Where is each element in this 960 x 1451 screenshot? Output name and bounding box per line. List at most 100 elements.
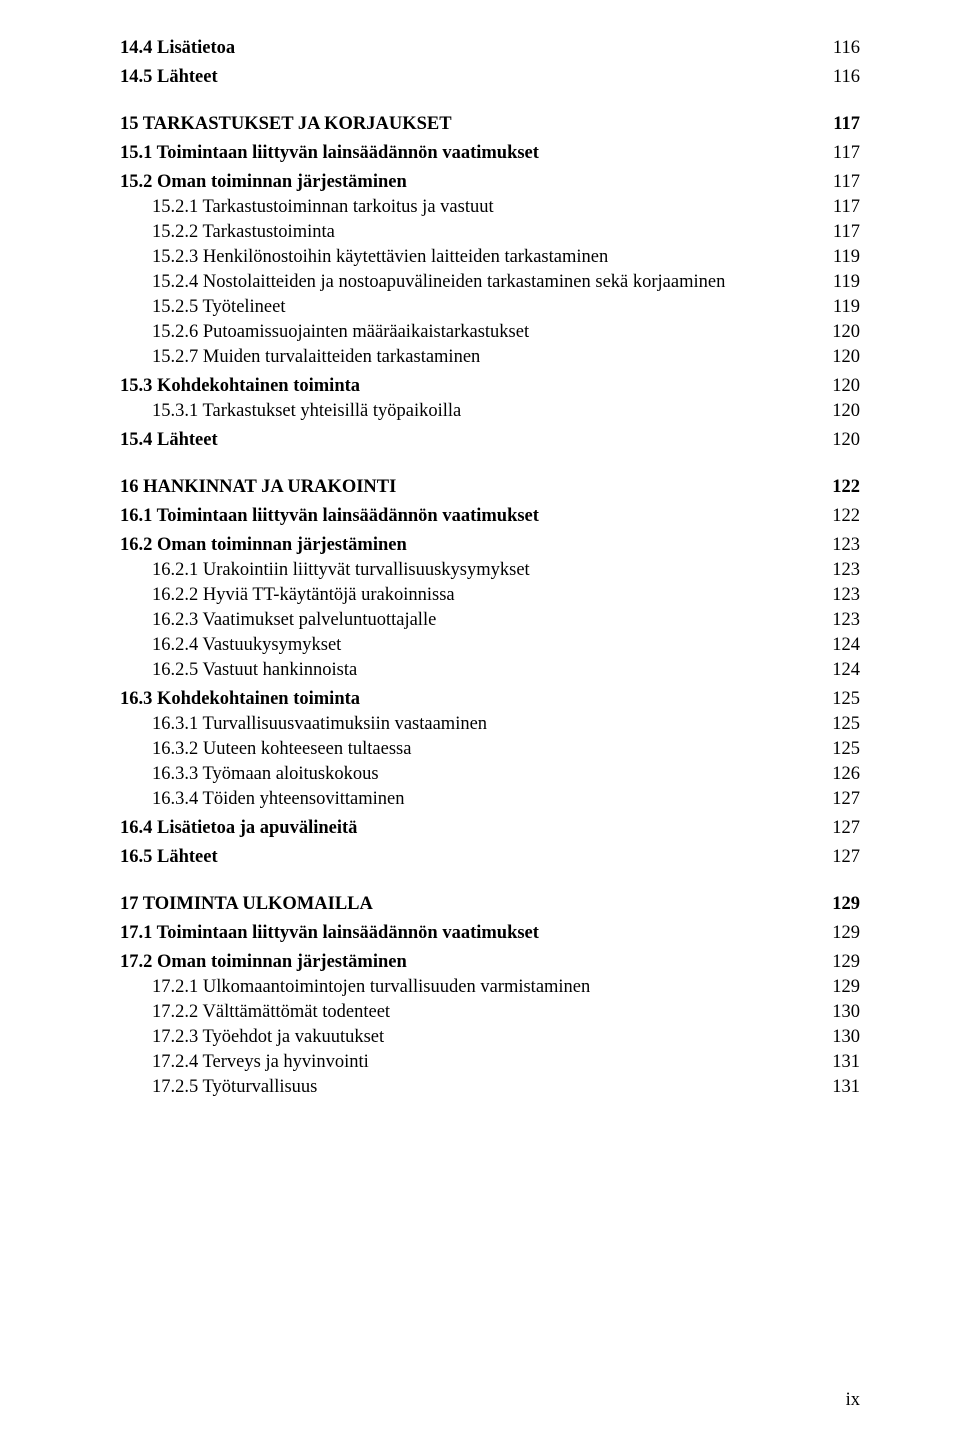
toc-page: 117 xyxy=(821,143,860,164)
toc-label: 16.2.1 Urakointiin liittyvät turvallisuu… xyxy=(152,560,820,581)
toc-row: 16.2.3 Vaatimukset palveluntuottajalle12… xyxy=(120,610,860,631)
toc-label: 17.2.1 Ulkomaantoimintojen turvallisuude… xyxy=(152,977,820,998)
toc-row: 16.4 Lisätietoa ja apuvälineitä127 xyxy=(120,818,860,839)
toc-row: 16.2.4 Vastuukysymykset124 xyxy=(120,635,860,656)
toc-label: 16.4 Lisätietoa ja apuvälineitä xyxy=(120,818,820,839)
toc-row: 15.2 Oman toiminnan järjestäminen117 xyxy=(120,172,860,193)
toc-page: 120 xyxy=(820,376,860,397)
toc-label: 15.2.7 Muiden turvalaitteiden tarkastami… xyxy=(152,347,820,368)
toc-page: 131 xyxy=(820,1077,860,1098)
toc-page: 123 xyxy=(820,535,860,556)
toc-row: 15 TARKASTUKSET JA KORJAUKSET117 xyxy=(120,114,860,135)
toc-label: 15.1 Toimintaan liittyvän lainsäädännön … xyxy=(120,143,821,164)
toc-page: 127 xyxy=(820,847,860,868)
toc-row: 17.2.4 Terveys ja hyvinvointi131 xyxy=(120,1052,860,1073)
toc-page: 125 xyxy=(820,689,860,710)
toc-page: 120 xyxy=(820,347,860,368)
toc-row: 16.2.2 Hyviä TT-käytäntöjä urakoinnissa1… xyxy=(120,585,860,606)
toc-page: 122 xyxy=(820,506,860,527)
toc-row: 15.2.6 Putoamissuojainten määräaikaistar… xyxy=(120,322,860,343)
toc-page: 125 xyxy=(820,714,860,735)
toc-label: 16.2.2 Hyviä TT-käytäntöjä urakoinnissa xyxy=(152,585,820,606)
toc-row: 14.5 Lähteet116 xyxy=(120,67,860,88)
toc-page: 122 xyxy=(820,477,860,498)
toc-label: 14.5 Lähteet xyxy=(120,67,821,88)
toc-page: 129 xyxy=(820,952,860,973)
toc-label: 15.2.1 Tarkastustoiminnan tarkoitus ja v… xyxy=(152,197,821,218)
toc-row: 16.3.4 Töiden yhteensovittaminen127 xyxy=(120,789,860,810)
toc-row: 15.2.4 Nostolaitteiden ja nostoapuväline… xyxy=(120,272,860,293)
toc-page: 123 xyxy=(820,585,860,606)
toc-page: 126 xyxy=(820,764,860,785)
toc-label: 17.2 Oman toiminnan järjestäminen xyxy=(120,952,820,973)
toc-label: 16.3.4 Töiden yhteensovittaminen xyxy=(152,789,820,810)
toc-label: 16.3.2 Uuteen kohteeseen tultaessa xyxy=(152,739,820,760)
toc-row: 14.4 Lisätietoa116 xyxy=(120,38,860,59)
toc-page: 131 xyxy=(820,1052,860,1073)
toc-row: 16.5 Lähteet127 xyxy=(120,847,860,868)
toc-row: 16.3 Kohdekohtainen toiminta125 xyxy=(120,689,860,710)
toc-page: 129 xyxy=(820,894,860,915)
toc-row: 15.1 Toimintaan liittyvän lainsäädännön … xyxy=(120,143,860,164)
toc-page: 130 xyxy=(820,1027,860,1048)
toc-page: 119 xyxy=(821,247,860,268)
toc-page: 119 xyxy=(821,297,860,318)
toc-label: 16.2.4 Vastuukysymykset xyxy=(152,635,820,656)
toc-row: 16.2.5 Vastuut hankinnoista124 xyxy=(120,660,860,681)
toc-row: 16.3.2 Uuteen kohteeseen tultaessa125 xyxy=(120,739,860,760)
toc-row: 16.2.1 Urakointiin liittyvät turvallisuu… xyxy=(120,560,860,581)
toc-row: 16.1 Toimintaan liittyvän lainsäädännön … xyxy=(120,506,860,527)
toc-page: 124 xyxy=(820,660,860,681)
toc-label: 15.2 Oman toiminnan järjestäminen xyxy=(120,172,821,193)
toc-row: 15.2.5 Työtelineet119 xyxy=(120,297,860,318)
toc-row: 15.2.3 Henkilönostoihin käytettävien lai… xyxy=(120,247,860,268)
toc-page: 117 xyxy=(821,222,860,243)
toc-page: 117 xyxy=(821,172,860,193)
toc-label: 16.1 Toimintaan liittyvän lainsäädännön … xyxy=(120,506,820,527)
toc-row: 16.2 Oman toiminnan järjestäminen123 xyxy=(120,535,860,556)
toc-row: 16.3.1 Turvallisuusvaatimuksiin vastaami… xyxy=(120,714,860,735)
toc-row: 16 HANKINNAT JA URAKOINTI122 xyxy=(120,477,860,498)
toc-label: 14.4 Lisätietoa xyxy=(120,38,821,59)
toc-page: 129 xyxy=(820,923,860,944)
toc-label: 17.2.2 Välttämättömät todenteet xyxy=(152,1002,820,1023)
toc-label: 15.3.1 Tarkastukset yhteisillä työpaikoi… xyxy=(152,401,820,422)
toc-label: 15 TARKASTUKSET JA KORJAUKSET xyxy=(120,114,821,135)
toc-row: 15.4 Lähteet120 xyxy=(120,430,860,451)
toc-page: 119 xyxy=(821,272,860,293)
toc-page: 116 xyxy=(821,38,860,59)
toc-page: 117 xyxy=(821,197,860,218)
toc-page: 124 xyxy=(820,635,860,656)
toc-page: 123 xyxy=(820,610,860,631)
toc-page: 123 xyxy=(820,560,860,581)
toc-label: 16.3.3 Työmaan aloituskokous xyxy=(152,764,820,785)
toc-page: 120 xyxy=(820,401,860,422)
toc-row: 15.2.1 Tarkastustoiminnan tarkoitus ja v… xyxy=(120,197,860,218)
toc-page: 129 xyxy=(820,977,860,998)
toc-page: 125 xyxy=(820,739,860,760)
toc-row: 17.2 Oman toiminnan järjestäminen129 xyxy=(120,952,860,973)
toc-label: 15.2.2 Tarkastustoiminta xyxy=(152,222,821,243)
toc-label: 16.3 Kohdekohtainen toiminta xyxy=(120,689,820,710)
toc-row: 15.2.2 Tarkastustoiminta117 xyxy=(120,222,860,243)
toc-page: 120 xyxy=(820,322,860,343)
toc-label: 16.3.1 Turvallisuusvaatimuksiin vastaami… xyxy=(152,714,820,735)
toc-label: 15.2.3 Henkilönostoihin käytettävien lai… xyxy=(152,247,821,268)
toc-page: 127 xyxy=(820,789,860,810)
toc-row: 17.1 Toimintaan liittyvän lainsäädännön … xyxy=(120,923,860,944)
toc-label: 17 TOIMINTA ULKOMAILLA xyxy=(120,894,820,915)
toc-page: 120 xyxy=(820,430,860,451)
toc-page: 127 xyxy=(820,818,860,839)
page: 14.4 Lisätietoa11614.5 Lähteet11615 TARK… xyxy=(0,0,960,1451)
toc-label: 16.2.5 Vastuut hankinnoista xyxy=(152,660,820,681)
toc-label: 16.2 Oman toiminnan järjestäminen xyxy=(120,535,820,556)
toc-label: 16.2.3 Vaatimukset palveluntuottajalle xyxy=(152,610,820,631)
toc-label: 15.2.5 Työtelineet xyxy=(152,297,821,318)
toc-row: 15.3.1 Tarkastukset yhteisillä työpaikoi… xyxy=(120,401,860,422)
toc-label: 16.5 Lähteet xyxy=(120,847,820,868)
toc-page: 116 xyxy=(821,67,860,88)
toc-row: 16.3.3 Työmaan aloituskokous126 xyxy=(120,764,860,785)
toc-label: 15.3 Kohdekohtainen toiminta xyxy=(120,376,820,397)
toc-label: 15.4 Lähteet xyxy=(120,430,820,451)
toc-label: 17.2.3 Työehdot ja vakuutukset xyxy=(152,1027,820,1048)
